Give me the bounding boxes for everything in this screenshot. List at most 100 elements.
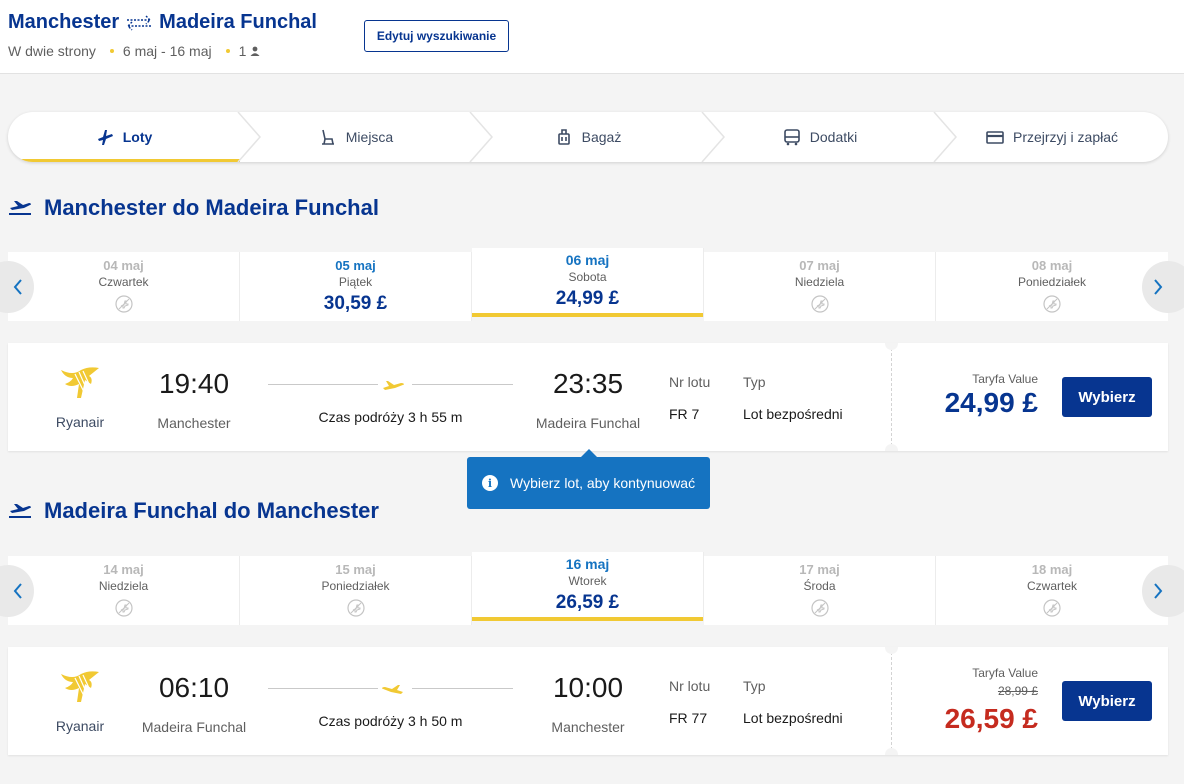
flight-number: FR 77 — [669, 710, 708, 726]
card-divider — [891, 647, 892, 755]
date-cell-selected[interactable]: 06 maj Sobota 24,99 £ — [472, 248, 704, 317]
route-line — [268, 384, 378, 385]
section-title-text: Manchester do Madeira Funchal — [44, 195, 379, 220]
chevron-right-icon — [1154, 583, 1163, 599]
date-price: 24,99 £ — [555, 288, 620, 309]
flight-duration: Czas podróży 3 h 50 m — [318, 713, 463, 729]
ticket-notch — [885, 444, 898, 451]
weekday-label: Wtorek — [568, 574, 607, 588]
ryanair-logo-icon — [61, 367, 99, 398]
tooltip-text: Wybierz lot, aby kontynuować — [510, 475, 696, 491]
date-cell[interactable]: 15 maj Poniedziałek — [240, 556, 472, 625]
step-label: Bagaż — [581, 129, 622, 145]
step-review-pay[interactable]: Przejrzyj i zapłać — [936, 112, 1168, 162]
date-cell-selected[interactable]: 16 maj Wtorek 26,59 £ — [472, 552, 704, 621]
route-title: Manchester Madeira Funchal — [8, 11, 317, 34]
date-label: 18 maj — [1031, 562, 1073, 577]
step-label: Przejrzyj i zapłać — [1012, 129, 1119, 145]
date-cell[interactable]: 17 maj Środa — [704, 556, 936, 625]
date-cell[interactable]: 04 maj Czwartek — [8, 252, 240, 321]
no-flight-icon — [114, 295, 133, 313]
trip-type: W dwie strony — [8, 43, 96, 59]
step-separator — [469, 112, 493, 162]
plane-icon — [97, 130, 113, 145]
step-baggage[interactable]: Bagaż — [472, 112, 704, 162]
plane-icon — [383, 381, 404, 390]
step-extras[interactable]: Dodatki — [704, 112, 936, 162]
departure-time: 06:10 — [158, 672, 230, 703]
booking-stepper: Loty Miejsca Bagaż Dodatki Przejrzyj i z… — [8, 112, 1168, 162]
date-cell[interactable]: 08 maj Poniedziałek — [936, 252, 1168, 321]
select-flight-tooltip: i Wybierz lot, aby kontynuować — [467, 449, 710, 509]
select-flight-button[interactable]: Wybierz — [1062, 681, 1152, 721]
fare-name: Taryfa Value — [972, 666, 1038, 680]
chevron-right-icon — [1154, 279, 1163, 295]
weekday-label: Środa — [803, 579, 836, 593]
date-cell[interactable]: 14 maj Niedziela — [8, 556, 240, 625]
departure-icon — [9, 504, 31, 518]
flight-number-label: Nr lotu — [669, 374, 711, 390]
card-icon — [986, 131, 1004, 144]
outbound-flight-card[interactable]: Ryanair 19:40 Manchester Czas podróży 3 … — [8, 343, 1168, 451]
luggage-icon — [557, 129, 570, 145]
passenger-count: 1 — [238, 43, 247, 59]
step-seats[interactable]: Miejsca — [240, 112, 472, 162]
next-dates-button[interactable] — [1142, 261, 1184, 313]
date-label: 06 maj — [565, 252, 610, 268]
flight-number: FR 7 — [669, 406, 700, 422]
next-dates-button[interactable] — [1142, 565, 1184, 617]
no-flight-icon — [114, 599, 133, 617]
flight-type: Lot bezpośredni — [743, 406, 843, 422]
date-cell[interactable]: 05 maj Piątek 30,59 £ — [240, 252, 472, 321]
departure-city: Manchester — [157, 415, 231, 431]
plane-icon — [382, 685, 403, 694]
seat-icon — [321, 129, 334, 145]
trip-header: Manchester Madeira Funchal W dwie strony… — [0, 0, 1184, 74]
round-trip-icon — [127, 15, 152, 30]
original-price: 28,99 £ — [997, 684, 1038, 698]
step-separator — [237, 112, 261, 162]
route-line — [412, 688, 513, 689]
step-flights[interactable]: Loty — [8, 112, 240, 162]
weekday-label: Czwartek — [1026, 579, 1077, 593]
date-label: 17 maj — [799, 562, 840, 577]
origin-city: Manchester — [8, 11, 120, 33]
flight-type-label: Typ — [743, 374, 766, 390]
date-cell[interactable]: 18 maj Czwartek — [936, 556, 1168, 625]
info-icon: i — [482, 475, 498, 491]
ryanair-logo-icon — [61, 671, 99, 702]
inbound-flight-card[interactable]: Ryanair 06:10 Madeira Funchal Czas podró… — [8, 647, 1168, 755]
person-icon — [250, 46, 260, 56]
bus-icon — [783, 129, 800, 146]
date-price: 26,59 £ — [555, 592, 620, 613]
date-label: 07 maj — [799, 258, 840, 273]
no-flight-icon — [1043, 295, 1061, 313]
date-cell[interactable]: 07 maj Niedziela — [704, 252, 936, 321]
flight-type-label: Typ — [743, 678, 766, 694]
weekday-label: Poniedziałek — [1017, 275, 1087, 289]
no-flight-icon — [810, 599, 829, 617]
chevron-left-icon — [13, 279, 22, 295]
chevron-left-icon — [13, 583, 22, 599]
step-label: Loty — [122, 129, 153, 145]
flight-number-label: Nr lotu — [669, 678, 711, 694]
separator-dot — [225, 49, 230, 53]
date-label: 14 maj — [103, 562, 144, 577]
outbound-date-carousel: 04 maj Czwartek 05 maj Piątek 30,59 £ 06… — [0, 248, 1184, 321]
discounted-price: 26,59 £ — [944, 703, 1038, 734]
select-flight-button[interactable]: Wybierz — [1062, 377, 1152, 417]
arrival-time: 23:35 — [552, 368, 624, 399]
ticket-notch — [885, 647, 898, 654]
inbound-date-carousel: 14 maj Niedziela 15 maj Poniedziałek 16 … — [0, 552, 1184, 625]
no-flight-icon — [1043, 599, 1061, 617]
step-separator — [933, 112, 957, 162]
section-title-text: Madeira Funchal do Manchester — [44, 498, 379, 523]
weekday-label: Piątek — [338, 275, 373, 289]
separator-dot — [109, 49, 114, 53]
step-separator — [701, 112, 725, 162]
date-price: 30,59 £ — [323, 293, 388, 314]
ticket-notch — [885, 343, 898, 350]
inbound-title: Madeira Funchal do Manchester — [8, 498, 379, 524]
card-divider — [891, 343, 892, 451]
edit-search-button[interactable]: Edytuj wyszukiwanie — [364, 20, 509, 52]
